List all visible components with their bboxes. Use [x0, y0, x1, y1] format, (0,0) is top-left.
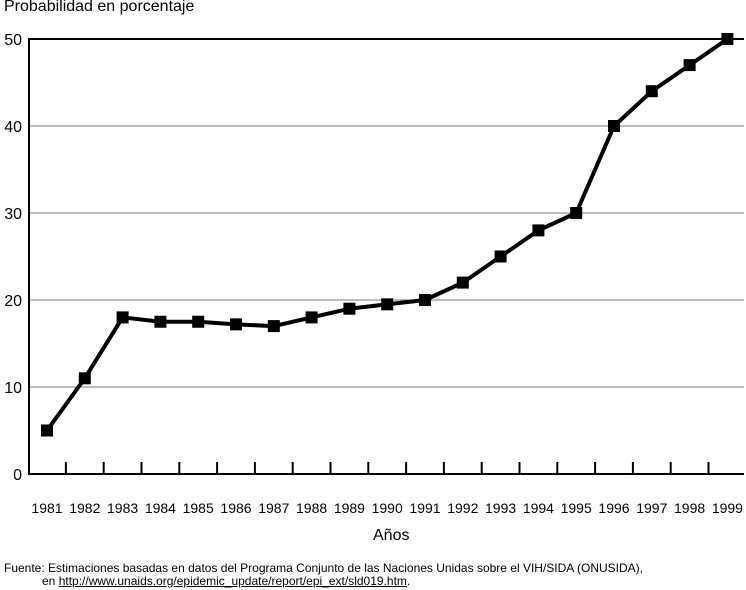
source-line-2: en http://www.unaids.org/epidemic_update… — [4, 575, 643, 588]
data-point — [41, 424, 53, 437]
x-tick-label: 1983 — [107, 500, 138, 516]
data-point — [116, 311, 129, 324]
y-tick-label: 50 — [4, 32, 22, 49]
x-tick-label: 1990 — [372, 500, 403, 516]
x-tick-label: 1997 — [636, 500, 667, 516]
x-tick-label: 1993 — [485, 500, 516, 516]
x-tick-label: 1987 — [258, 500, 289, 516]
x-tick-label: 1992 — [447, 500, 478, 516]
data-point — [267, 320, 280, 333]
x-tick-label: 1994 — [523, 500, 554, 516]
source-url: http://www.unaids.org/epidemic_update/re… — [58, 574, 407, 588]
data-point — [532, 224, 545, 237]
data-point — [305, 311, 318, 324]
data-point — [494, 250, 507, 263]
source-line-1: Fuente: Estimaciones basadas en datos de… — [4, 561, 643, 575]
data-point — [343, 302, 356, 315]
y-tick-label: 0 — [13, 467, 22, 484]
data-point — [381, 298, 394, 311]
x-tick-label: 1984 — [145, 500, 176, 516]
source-footnote: Fuente: Estimaciones basadas en datos de… — [4, 562, 643, 588]
source-line-2-suffix: . — [406, 574, 411, 588]
y-tick-label: 30 — [4, 206, 22, 223]
x-tick-label: 1985 — [183, 500, 214, 516]
y-axis-title: Probabilidad en porcentaje — [4, 0, 195, 15]
data-point — [419, 294, 431, 306]
x-tick-label: 1996 — [598, 500, 629, 516]
x-tick-label: 1981 — [31, 500, 62, 516]
x-tick-label: 1998 — [674, 500, 705, 516]
x-axis-title: Años — [373, 527, 410, 544]
data-point — [456, 276, 469, 289]
x-tick-label: 1989 — [334, 500, 365, 516]
data-point — [230, 318, 242, 331]
data-point — [721, 33, 734, 45]
x-tick-label: 1999 — [712, 500, 743, 516]
source-line-2-prefix: en — [42, 574, 59, 588]
y-tick-label: 10 — [4, 380, 22, 397]
x-tick-label: 1986 — [220, 500, 251, 516]
x-tick-label: 1982 — [69, 500, 100, 516]
x-tick-label: 1988 — [296, 500, 327, 516]
data-point — [645, 85, 658, 98]
data-point — [154, 315, 167, 328]
data-point — [78, 372, 91, 385]
y-tick-label: 20 — [4, 293, 22, 310]
series-line — [45, 37, 729, 432]
x-tick-label: 1995 — [561, 500, 592, 516]
data-point — [608, 120, 620, 132]
data-point — [570, 207, 583, 219]
x-tick-label: 1991 — [409, 500, 440, 516]
data-point — [683, 59, 696, 72]
data-point — [192, 315, 205, 328]
y-tick-label: 40 — [4, 119, 22, 136]
